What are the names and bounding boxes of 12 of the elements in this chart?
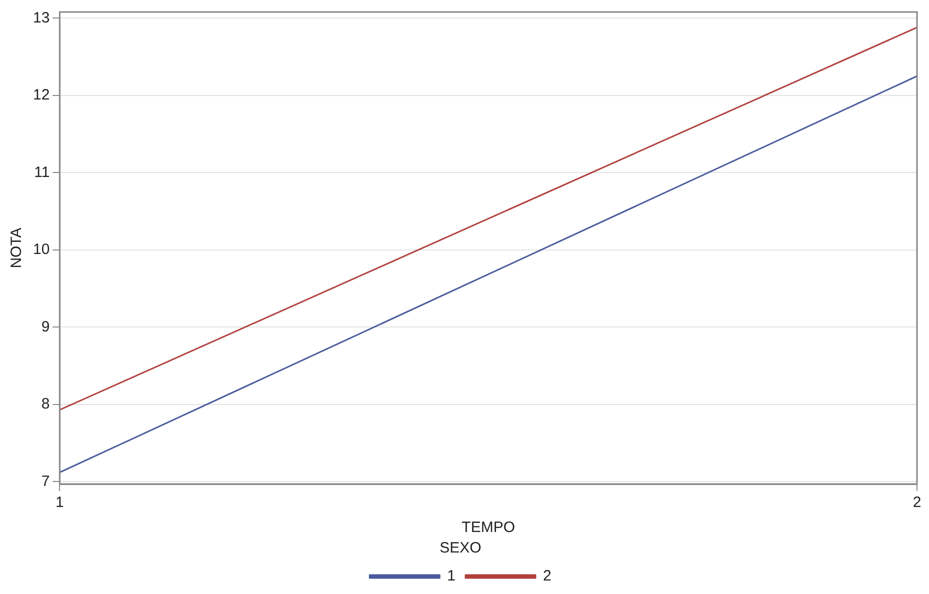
x-axis-title: TEMPO bbox=[462, 519, 516, 536]
y-tick-label: 8 bbox=[41, 396, 50, 413]
y-tick-label: 9 bbox=[41, 318, 50, 336]
y-tick-label: 11 bbox=[34, 164, 50, 181]
y-tick-label: 13 bbox=[32, 9, 50, 26]
y-axis-title: NOTA bbox=[8, 228, 26, 268]
y-tick-label: 7 bbox=[41, 472, 50, 490]
y-tick-label: 12 bbox=[32, 86, 50, 104]
legend-title: SEXO bbox=[440, 540, 482, 557]
legend-label: 2 bbox=[543, 568, 552, 585]
y-tick-label: 10 bbox=[32, 241, 50, 258]
legend-label: 1 bbox=[447, 568, 456, 585]
